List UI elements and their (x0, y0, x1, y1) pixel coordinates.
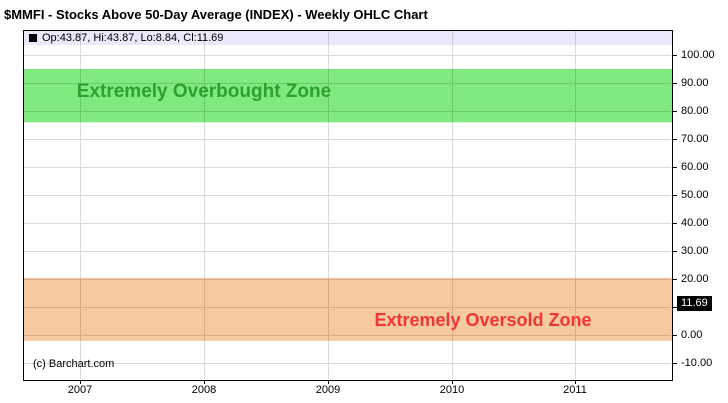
ohlc-swatch-icon (29, 34, 37, 42)
x-axis-label: 2010 (439, 384, 465, 396)
last-price-badge: 11.69 (677, 295, 712, 311)
gridlines (24, 31, 671, 379)
y-axis-label: 20.00 (681, 273, 709, 286)
y-axis-label: 0.00 (681, 329, 703, 342)
y-axis-label: 60.00 (681, 161, 709, 174)
y-axis-label: 90.00 (681, 77, 709, 90)
y-axis-label: 100.00 (681, 49, 715, 61)
x-axis-label: 2011 (563, 384, 587, 396)
overbought-zone (24, 69, 672, 123)
overbought-zone-label: Extremely Overbought Zone (76, 81, 332, 102)
ohlc-legend-text: Op:43.87, Hi:43.87, Lo:8.84, Cl:11.69 (42, 32, 224, 44)
y-axis-label: 70.00 (681, 133, 709, 146)
y-axis-label: 30.00 (681, 245, 709, 258)
plot-border (23, 30, 673, 381)
y-axis-label: 80.00 (681, 105, 709, 118)
x-axis-label: 2007 (67, 384, 93, 396)
chart-title: $MMFI - Stocks Above 50-Day Average (IND… (4, 7, 428, 22)
legend-strip-bg (24, 31, 672, 45)
x-axis-label: 2008 (191, 384, 217, 396)
watermark: (c) Barchart.com (33, 358, 115, 370)
x-axis-label: 2009 (315, 384, 341, 396)
y-axis-label: 40.00 (681, 217, 709, 230)
oversold-zone (24, 277, 672, 341)
ohlc-legend: Op:43.87, Hi:43.87, Lo:8.84, Cl:11.69 (24, 31, 672, 45)
y-axis-label: -10.00 (681, 357, 713, 370)
axis-ticks (80, 55, 677, 384)
y-axis-label: 50.00 (681, 189, 709, 202)
oversold-zone-label: Extremely Oversold Zone (374, 310, 592, 330)
